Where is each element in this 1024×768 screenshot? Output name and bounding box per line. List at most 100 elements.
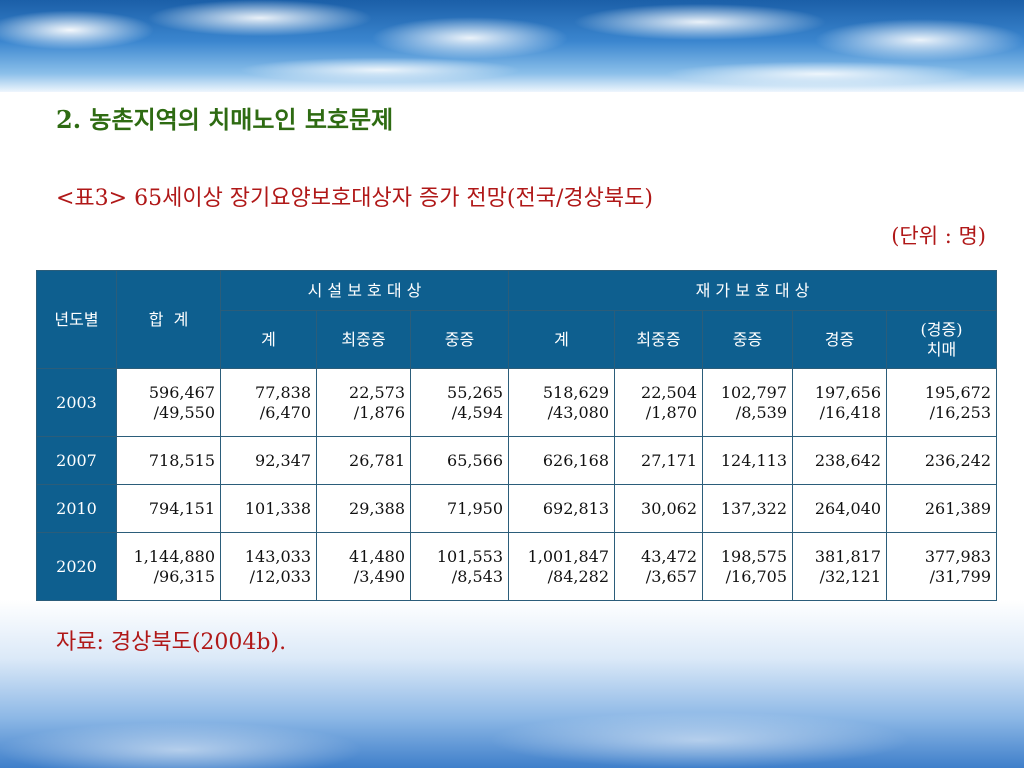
header-dementia-line1: (경증) bbox=[920, 319, 963, 339]
value-cell: 197,656/16,418 bbox=[792, 368, 887, 437]
value-cell: 30,062 bbox=[614, 484, 703, 533]
value-line: /1,876 bbox=[353, 402, 405, 422]
value-line: 596,467 bbox=[148, 382, 215, 402]
value-line: 1,144,880 bbox=[133, 546, 215, 566]
value-cell: 92,347 bbox=[220, 436, 317, 485]
value-line: 1,001,847 bbox=[527, 546, 609, 566]
year-cell: 2003 bbox=[36, 368, 117, 437]
value-cell: 26,781 bbox=[316, 436, 411, 485]
value-cell: 137,322 bbox=[702, 484, 793, 533]
sky-banner-top bbox=[0, 0, 1024, 92]
table-row: 2020 1,144,880/96,315 143,033/12,033 41,… bbox=[36, 532, 997, 601]
value-line: 381,817 bbox=[814, 546, 881, 566]
value-cell: 1,144,880/96,315 bbox=[116, 532, 221, 601]
value-line: /43,080 bbox=[547, 402, 609, 422]
value-cell: 29,388 bbox=[316, 484, 411, 533]
value-line: /8,543 bbox=[451, 566, 503, 586]
value-cell: 22,504/1,870 bbox=[614, 368, 703, 437]
value-line: /96,315 bbox=[153, 566, 215, 586]
header-facility-group: 시 설 보 호 대 상 bbox=[220, 270, 509, 311]
value-line: 143,033 bbox=[244, 546, 311, 566]
value-line: /4,594 bbox=[451, 402, 503, 422]
value-cell: 71,950 bbox=[410, 484, 509, 533]
header-facility-sub: 계 bbox=[220, 310, 317, 369]
unit-label: (단위 : 명) bbox=[891, 224, 986, 248]
value-cell: 377,983/31,799 bbox=[886, 532, 997, 601]
value-cell: 22,573/1,876 bbox=[316, 368, 411, 437]
value-line: 377,983 bbox=[924, 546, 991, 566]
header-home-sub-dementia: (경증) 치매 bbox=[886, 310, 997, 369]
value-line: /8,539 bbox=[735, 402, 787, 422]
value-line: /16,418 bbox=[819, 402, 881, 422]
table-row: 2003 596,467/49,550 77,838/6,470 22,573/… bbox=[36, 368, 997, 437]
year-cell: 2010 bbox=[36, 484, 117, 533]
value-cell: 381,817/32,121 bbox=[792, 532, 887, 601]
value-cell: 1,001,847/84,282 bbox=[508, 532, 615, 601]
value-line: 55,265 bbox=[447, 382, 503, 402]
value-line: /84,282 bbox=[547, 566, 609, 586]
value-line: /1,870 bbox=[645, 402, 697, 422]
value-cell: 261,389 bbox=[886, 484, 997, 533]
value-cell: 43,472/3,657 bbox=[614, 532, 703, 601]
value-cell: 143,033/12,033 bbox=[220, 532, 317, 601]
table-row: 2010 794,151 101,338 29,388 71,950 692,8… bbox=[36, 484, 997, 533]
header-facility-sub: 중증 bbox=[410, 310, 509, 369]
value-line: 22,504 bbox=[641, 382, 697, 402]
header-dementia-line2: 치매 bbox=[926, 339, 957, 359]
value-cell: 27,171 bbox=[614, 436, 703, 485]
value-cell: 264,040 bbox=[792, 484, 887, 533]
value-cell: 102,797/8,539 bbox=[702, 368, 793, 437]
value-line: /32,121 bbox=[819, 566, 881, 586]
value-cell: 101,553/8,543 bbox=[410, 532, 509, 601]
value-line: 43,472 bbox=[641, 546, 697, 566]
value-cell: 65,566 bbox=[410, 436, 509, 485]
value-cell: 236,242 bbox=[886, 436, 997, 485]
year-cell: 2007 bbox=[36, 436, 117, 485]
header-total: 합 계 bbox=[116, 270, 221, 369]
header-home-sub: 중증 bbox=[702, 310, 793, 369]
value-cell: 101,338 bbox=[220, 484, 317, 533]
header-facility-sub: 최중증 bbox=[316, 310, 411, 369]
value-line: /16,253 bbox=[929, 402, 991, 422]
table-caption: <표3> 65세이상 장기요양보호대상자 증가 전망(전국/경상북도) bbox=[56, 186, 653, 211]
value-line: /16,705 bbox=[725, 566, 787, 586]
header-home-sub: 경증 bbox=[792, 310, 887, 369]
header-home-sub: 최중증 bbox=[614, 310, 703, 369]
value-cell: 41,480/3,490 bbox=[316, 532, 411, 601]
value-line: 197,656 bbox=[814, 382, 881, 402]
value-cell: 626,168 bbox=[508, 436, 615, 485]
value-cell: 238,642 bbox=[792, 436, 887, 485]
value-cell: 794,151 bbox=[116, 484, 221, 533]
value-line: /12,033 bbox=[249, 566, 311, 586]
value-cell: 198,575/16,705 bbox=[702, 532, 793, 601]
value-line: 77,838 bbox=[255, 382, 311, 402]
value-line: 195,672 bbox=[924, 382, 991, 402]
slide-heading: 2. 농촌지역의 치매노인 보호문제 bbox=[56, 105, 394, 134]
header-home-group: 재 가 보 호 대 상 bbox=[508, 270, 997, 311]
header-year: 년도별 bbox=[36, 270, 117, 369]
value-cell: 195,672/16,253 bbox=[886, 368, 997, 437]
value-line: 22,573 bbox=[349, 382, 405, 402]
value-line: /3,657 bbox=[645, 566, 697, 586]
value-cell: 692,813 bbox=[508, 484, 615, 533]
year-cell: 2020 bbox=[36, 532, 117, 601]
value-line: 198,575 bbox=[720, 546, 787, 566]
value-line: /31,799 bbox=[929, 566, 991, 586]
header-home-sub: 계 bbox=[508, 310, 615, 369]
value-line: 518,629 bbox=[542, 382, 609, 402]
value-line: /6,470 bbox=[259, 402, 311, 422]
value-cell: 518,629/43,080 bbox=[508, 368, 615, 437]
value-line: /49,550 bbox=[153, 402, 215, 422]
value-cell: 718,515 bbox=[116, 436, 221, 485]
value-line: 102,797 bbox=[720, 382, 787, 402]
value-cell: 596,467/49,550 bbox=[116, 368, 221, 437]
value-line: /3,490 bbox=[353, 566, 405, 586]
value-line: 101,553 bbox=[436, 546, 503, 566]
source-note: 자료: 경상북도(2004b). bbox=[56, 630, 287, 655]
value-line: 41,480 bbox=[349, 546, 405, 566]
sky-banner-bottom bbox=[0, 600, 1024, 768]
value-cell: 55,265/4,594 bbox=[410, 368, 509, 437]
table-row: 2007 718,515 92,347 26,781 65,566 626,16… bbox=[36, 436, 997, 485]
projection-table: 년도별 합 계 시 설 보 호 대 상 재 가 보 호 대 상 계 최중증 중증… bbox=[36, 270, 997, 601]
value-cell: 124,113 bbox=[702, 436, 793, 485]
